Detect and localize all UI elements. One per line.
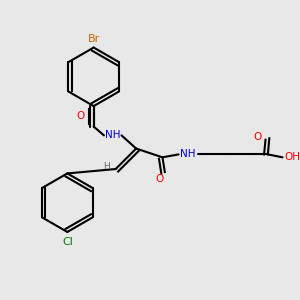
Text: O: O bbox=[254, 132, 262, 142]
Text: Cl: Cl bbox=[62, 237, 73, 247]
Text: H: H bbox=[103, 162, 110, 171]
Text: NH: NH bbox=[180, 149, 195, 159]
Text: O: O bbox=[155, 174, 164, 184]
Text: NH: NH bbox=[105, 130, 121, 140]
Text: O: O bbox=[76, 111, 85, 121]
Text: Br: Br bbox=[88, 34, 100, 44]
Text: OH: OH bbox=[285, 152, 300, 162]
